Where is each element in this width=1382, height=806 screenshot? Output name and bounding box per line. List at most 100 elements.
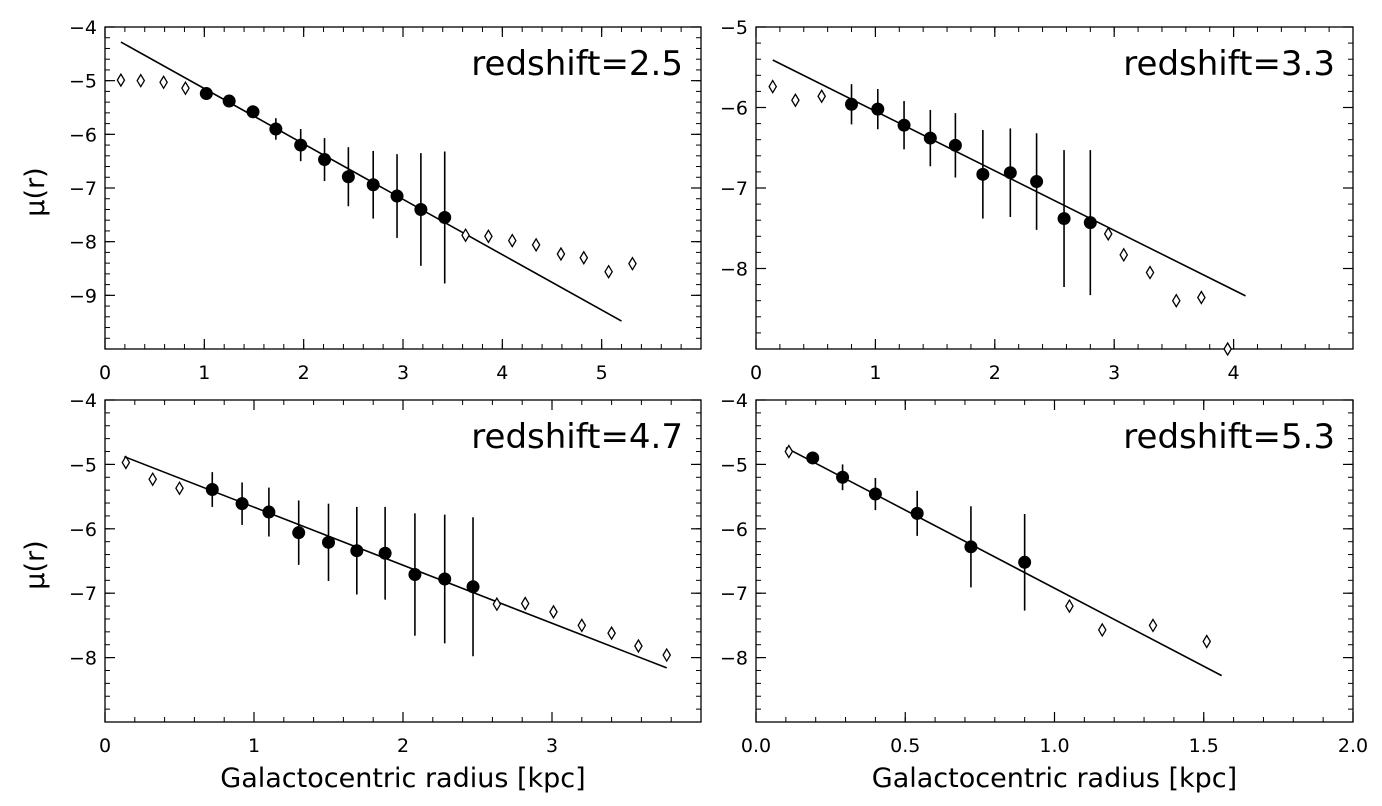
filled-data-point: [378, 546, 392, 560]
y-tick-label: −5: [720, 454, 748, 476]
x-tick-label: 0.5: [890, 735, 920, 757]
y-tick-label: −6: [720, 98, 748, 120]
y-tick-label: −6: [720, 519, 748, 541]
filled-data-point: [350, 544, 364, 558]
open-diamond-point: [484, 229, 493, 244]
chart-panel-3: 0 1 2 3 −4 −5 −6 −7 −8 redshift=4.7 μ(r) Galactocen…: [20, 390, 702, 794]
open-diamond-point: [1223, 341, 1232, 357]
filled-data-point: [976, 167, 990, 181]
open-diamond-point: [148, 471, 158, 487]
x-tick-label: 3: [546, 735, 558, 757]
open-diamond-point: [1103, 226, 1113, 242]
open-diamond-point: [634, 638, 643, 654]
open-diamond-point: [817, 88, 827, 104]
filled-data-point: [318, 153, 332, 167]
y-tick-label: −5: [69, 454, 97, 476]
filled-data-point: [1018, 555, 1032, 569]
x-tick-label: 0: [750, 362, 762, 384]
panel-title: redshift=3.3: [1123, 44, 1335, 84]
filled-data-point: [466, 580, 480, 594]
x-tick-label: 2: [989, 362, 1001, 384]
filled-data-point: [294, 138, 308, 152]
y-tick-label: −4: [69, 390, 97, 412]
open-diamond-point: [607, 625, 616, 641]
filled-data-point: [292, 526, 306, 540]
y-tick-label: −5: [69, 71, 97, 93]
filled-data-point: [923, 131, 937, 145]
open-diamond-point: [1171, 293, 1181, 308]
y-axis-label: μ(r): [20, 167, 51, 216]
open-diamond-point: [175, 480, 184, 496]
chart-panel-1: 0 1 2 3 4 5 −4 −5 −6 −7 −8 −9 redshift=2.5 μ(r): [20, 17, 702, 384]
open-diamond-point: [121, 455, 131, 470]
x-tick-label: 4: [1228, 362, 1240, 384]
fit-line: [124, 455, 668, 669]
x-tick-label: 2: [397, 735, 409, 757]
y-tick-label: −8: [720, 259, 748, 281]
x-tick-label: 3: [1108, 362, 1120, 384]
filled-data-point: [1030, 175, 1044, 189]
filled-data-point: [390, 189, 404, 203]
y-tick-label: −4: [720, 390, 748, 412]
open-diamond-point: [181, 80, 190, 96]
filled-data-point: [246, 105, 260, 119]
x-tick-label: 1.5: [1189, 735, 1219, 757]
y-tick-label: −6: [69, 124, 97, 146]
fit-line: [785, 446, 1223, 677]
x-tick-label: 2.0: [1338, 735, 1368, 757]
filled-data-point: [806, 451, 820, 465]
x-tick-label: 1.0: [1039, 735, 1069, 757]
open-diamond-point: [577, 618, 587, 633]
y-tick-label: −7: [720, 583, 748, 605]
y-tick-label: −8: [69, 232, 97, 254]
y-axis-label: μ(r): [20, 540, 51, 589]
open-diamond-point: [1065, 598, 1074, 614]
filled-data-point: [1057, 212, 1071, 226]
filled-data-point: [897, 118, 911, 132]
filled-data-point: [341, 170, 355, 184]
filled-data-point: [199, 87, 213, 101]
y-tick-label: −8: [69, 648, 97, 670]
x-axis-label: Galactocentric radius [kpc]: [872, 763, 1237, 794]
x-tick-label: 0: [99, 362, 111, 384]
filled-data-point: [871, 102, 885, 116]
filled-data-point: [205, 483, 219, 497]
y-tick-label: −4: [69, 17, 97, 39]
open-diamond-point: [159, 75, 168, 90]
x-tick-label: 0: [99, 735, 111, 757]
filled-data-point: [269, 122, 283, 136]
chart-panel-2: 0 1 2 3 4 −5 −6 −7 −8 redshift=3.3: [720, 17, 1354, 384]
open-diamond-point: [461, 227, 470, 243]
x-tick-label: 1: [869, 362, 881, 384]
x-tick-label: 1: [198, 362, 210, 384]
open-diamond-point: [549, 604, 558, 620]
y-tick-label: −8: [720, 648, 748, 670]
filled-data-point: [322, 535, 335, 549]
open-diamond-point: [1202, 634, 1212, 649]
filled-data-point: [366, 178, 380, 192]
x-axis-label: Galactocentric radius [kpc]: [220, 763, 585, 794]
filled-data-point: [868, 487, 882, 501]
open-diamond-point: [1145, 265, 1155, 280]
open-diamond-point: [116, 72, 126, 88]
filled-data-point: [910, 506, 924, 520]
filled-data-point: [836, 470, 850, 484]
open-diamond-point: [1097, 622, 1107, 638]
y-tick-label: −5: [720, 17, 748, 39]
open-diamond-point: [531, 237, 541, 253]
panel-title: redshift=4.7: [471, 417, 683, 457]
x-tick-label: 1: [248, 735, 260, 757]
open-diamond-point: [492, 596, 502, 612]
x-tick-label: 4: [496, 362, 508, 384]
chart-panel-4: 0.0 0.5 1.0 1.5 2.0 −4 −5 −6 −7 −8 redshift=5.3 Gal…: [720, 390, 1368, 794]
filled-data-point: [948, 138, 962, 152]
open-diamond-point: [1148, 618, 1158, 633]
panel-title: redshift=2.5: [471, 44, 683, 84]
open-diamond-point: [628, 256, 637, 271]
open-diamond-point: [662, 647, 672, 663]
open-diamond-point: [768, 79, 778, 94]
x-tick-label: 2: [298, 362, 310, 384]
filled-data-point: [222, 94, 236, 108]
x-tick-label: 5: [596, 362, 608, 384]
